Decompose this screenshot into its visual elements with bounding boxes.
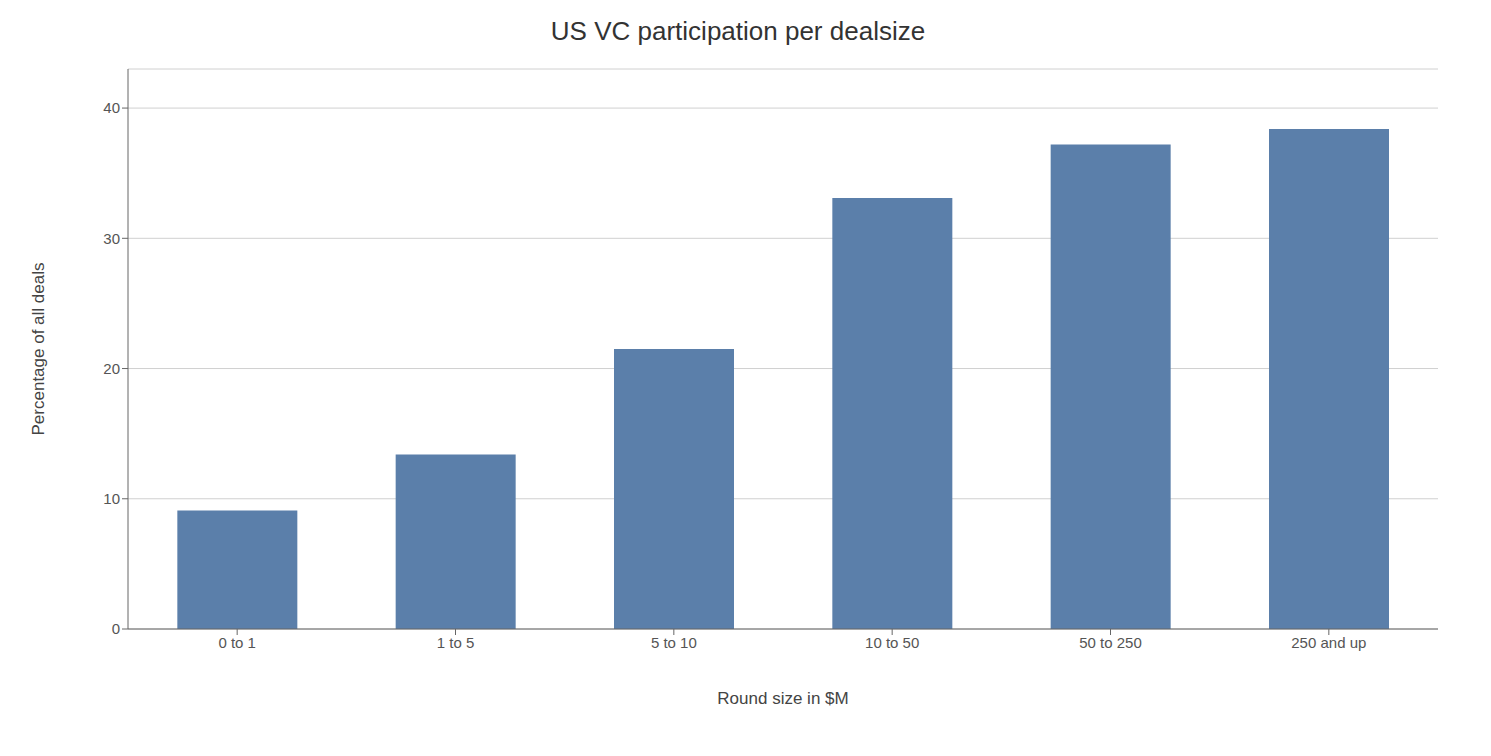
svg-text:50 to 250: 50 to 250: [1079, 634, 1142, 651]
svg-text:10 to 50: 10 to 50: [865, 634, 919, 651]
svg-text:40: 40: [103, 99, 120, 116]
svg-text:1 to 5: 1 to 5: [437, 634, 475, 651]
svg-text:0 to 1: 0 to 1: [218, 634, 256, 651]
svg-text:20: 20: [103, 360, 120, 377]
html-text:US VC participation per dealsi: US VC participation per dealsize: [550, 16, 926, 46]
svg-text:Percentage of all deals: Percentage of all deals: [29, 263, 48, 436]
svg-text:250 and up: 250 and up: [1291, 634, 1366, 651]
svg-text:30: 30: [103, 230, 120, 247]
svg-text:Round size in $M: Round size in $M: [717, 689, 848, 708]
svg-text:0: 0: [112, 620, 120, 637]
svg-text:5 to 10: 5 to 10: [651, 634, 697, 651]
svg-text:10: 10: [103, 490, 120, 507]
